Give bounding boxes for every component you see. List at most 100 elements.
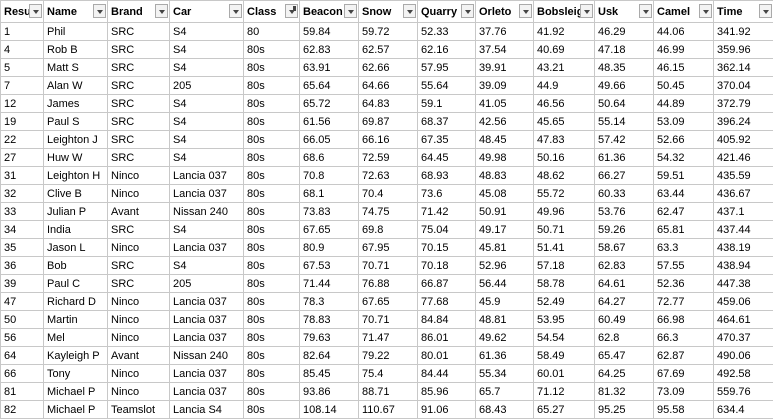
cell: 634.4 — [713, 400, 773, 419]
data-row: 4 Rob B SRC S4 80s 62.83 62.57 62.16 37.54 40.69 4… — [0, 40, 773, 59]
cell: 55.34 — [475, 364, 534, 383]
cell: 62.57 — [358, 40, 418, 59]
cell: 435.59 — [713, 166, 773, 185]
cell: 61.36 — [594, 148, 654, 167]
cell: Phil — [43, 22, 108, 41]
cell: 44.89 — [653, 94, 714, 113]
cell: 437.1 — [713, 202, 773, 221]
column-header: Quarry — [417, 0, 476, 23]
cell: 438.19 — [713, 238, 773, 257]
cell: SRC — [107, 76, 170, 95]
data-row: 35 Jason L Ninco Lancia 037 80s 80.9 67.95 70.1… — [0, 238, 773, 257]
filter-button[interactable] — [29, 4, 42, 18]
cell: 95.58 — [653, 400, 714, 419]
cell: Bob — [43, 256, 108, 275]
filter-button[interactable] — [285, 4, 298, 18]
cell: Lancia 037 — [169, 166, 244, 185]
cell: Lancia 037 — [169, 364, 244, 383]
cell: S4 — [169, 94, 244, 113]
data-row: 32 Clive B Ninco Lancia 037 80s 68.1 70.4 73.6 4… — [0, 184, 773, 203]
cell: 31 — [0, 166, 44, 185]
filter-button[interactable] — [519, 4, 532, 18]
table-body: 1 Phil SRC S4 80 59.84 59.72 52.33 37.76 41.92 46.… — [0, 22, 773, 419]
cell: 60.33 — [594, 184, 654, 203]
cell: 80s — [243, 364, 300, 383]
cell: 63.44 — [653, 184, 714, 203]
data-row: 19 Paul S SRC S4 80s 61.56 69.87 68.37 42.56 45.6… — [0, 112, 773, 131]
cell: 70.18 — [417, 256, 476, 275]
cell: 66 — [0, 364, 44, 383]
cell: Rob B — [43, 40, 108, 59]
filter-button[interactable] — [403, 4, 416, 18]
filter-button[interactable] — [155, 4, 168, 18]
cell: 80.01 — [417, 346, 476, 365]
cell: Lancia 037 — [169, 310, 244, 329]
cell: 66.27 — [594, 166, 654, 185]
cell: Ninco — [107, 184, 170, 203]
cell: 80s — [243, 148, 300, 167]
cell: SRC — [107, 220, 170, 239]
filter-button[interactable] — [699, 4, 712, 18]
cell: Ninco — [107, 382, 170, 401]
cell: 70.71 — [358, 310, 418, 329]
cell: 34 — [0, 220, 44, 239]
cell: 42.56 — [475, 112, 534, 131]
cell: 65.81 — [653, 220, 714, 239]
cell: 82.64 — [299, 346, 359, 365]
cell: 73.09 — [653, 382, 714, 401]
cell: 44.9 — [533, 76, 595, 95]
column-header: Snow — [358, 0, 418, 23]
cell: 72.59 — [358, 148, 418, 167]
cell: 88.71 — [358, 382, 418, 401]
cell: Ninco — [107, 310, 170, 329]
filter-button[interactable] — [580, 4, 593, 18]
data-row: 22 Leighton J SRC S4 80s 66.05 66.16 67.35 48.45… — [0, 130, 773, 149]
cell: 438.94 — [713, 256, 773, 275]
cell: 47 — [0, 292, 44, 311]
cell: 80s — [243, 220, 300, 239]
cell: 50.16 — [533, 148, 595, 167]
data-row: 39 Paul C SRC 205 80s 71.44 76.88 66.87 56.44 58.… — [0, 274, 773, 293]
cell: 80s — [243, 328, 300, 347]
cell: Avant — [107, 346, 170, 365]
cell: 77.68 — [417, 292, 476, 311]
cell: 68.93 — [417, 166, 476, 185]
data-row: 81 Michael P Ninco Lancia 037 80s 93.86 88.71 8… — [0, 382, 773, 401]
cell: 78.3 — [299, 292, 359, 311]
cell: Lancia 037 — [169, 328, 244, 347]
data-row: 50 Martin Ninco Lancia 037 80s 78.83 70.71 84.8… — [0, 310, 773, 329]
cell: S4 — [169, 220, 244, 239]
cell: SRC — [107, 274, 170, 293]
cell: 490.06 — [713, 346, 773, 365]
cell: 64.61 — [594, 274, 654, 293]
cell: 62.83 — [594, 256, 654, 275]
cell: 370.04 — [713, 76, 773, 95]
cell: 80s — [243, 274, 300, 293]
cell: Ninco — [107, 328, 170, 347]
cell: 68.1 — [299, 184, 359, 203]
cell: 50.91 — [475, 202, 534, 221]
cell: 49.66 — [594, 76, 654, 95]
filter-button[interactable] — [759, 4, 772, 18]
cell: 52.33 — [417, 22, 476, 41]
cell: 53.95 — [533, 310, 595, 329]
cell: Clive B — [43, 184, 108, 203]
cell: 421.46 — [713, 148, 773, 167]
cell: S4 — [169, 40, 244, 59]
cell: 492.58 — [713, 364, 773, 383]
filter-button[interactable] — [461, 4, 474, 18]
cell: 85.96 — [417, 382, 476, 401]
cell: 57.55 — [653, 256, 714, 275]
cell: Lancia 037 — [169, 238, 244, 257]
cell: 72.63 — [358, 166, 418, 185]
cell: 75.04 — [417, 220, 476, 239]
cell: 35 — [0, 238, 44, 257]
filter-button[interactable] — [93, 4, 106, 18]
cell: Leighton H — [43, 166, 108, 185]
filter-button[interactable] — [229, 4, 242, 18]
filter-button[interactable] — [639, 4, 652, 18]
column-header: Resu — [0, 0, 44, 23]
cell: 67.65 — [358, 292, 418, 311]
cell: 65.27 — [533, 400, 595, 419]
filter-button[interactable] — [344, 4, 357, 18]
